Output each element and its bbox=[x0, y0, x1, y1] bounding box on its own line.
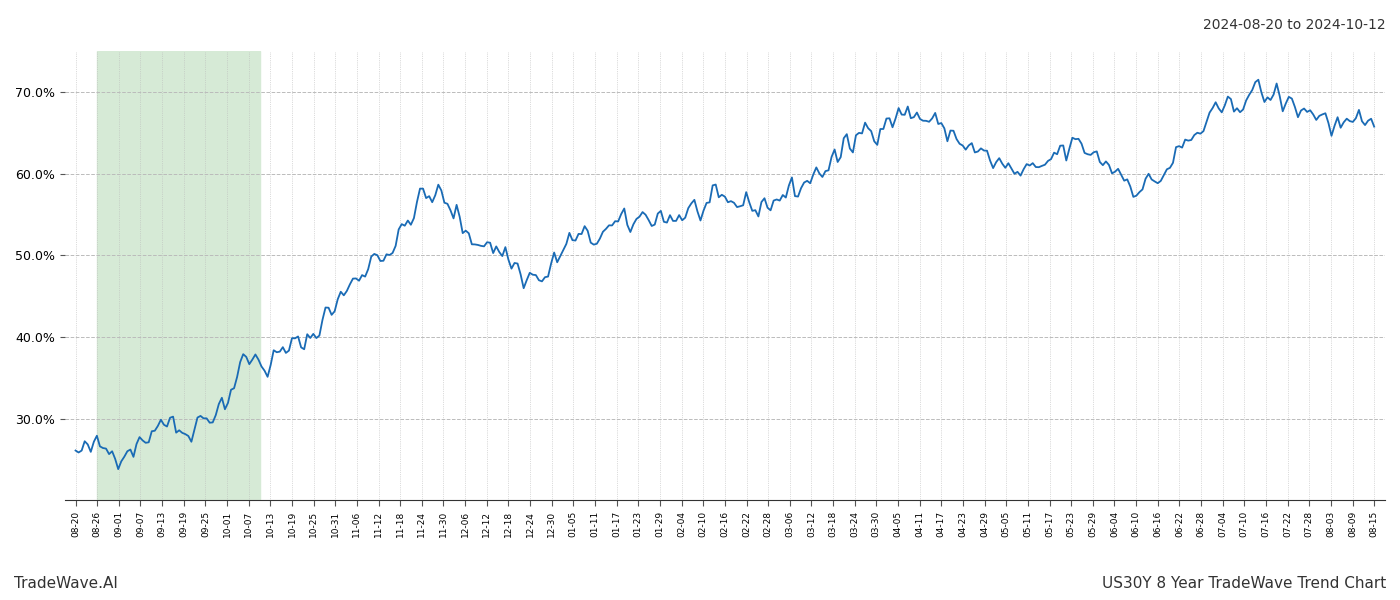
Text: US30Y 8 Year TradeWave Trend Chart: US30Y 8 Year TradeWave Trend Chart bbox=[1102, 576, 1386, 591]
Text: TradeWave.AI: TradeWave.AI bbox=[14, 576, 118, 591]
Text: 2024-08-20 to 2024-10-12: 2024-08-20 to 2024-10-12 bbox=[1204, 18, 1386, 32]
Bar bbox=[97, 51, 259, 500]
